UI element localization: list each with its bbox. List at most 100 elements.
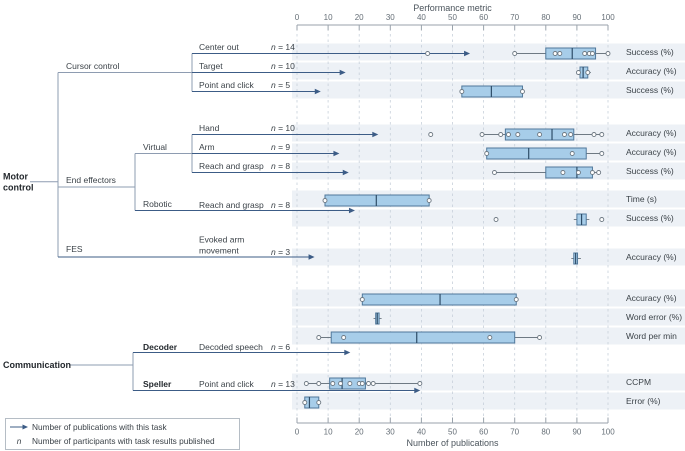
data-point bbox=[359, 381, 365, 386]
data-point bbox=[370, 381, 376, 386]
branch-label-end-effectors: End effectors bbox=[66, 174, 116, 185]
bottom-tick-label: 0 bbox=[295, 428, 300, 437]
bottom-tick-label: 70 bbox=[510, 428, 519, 437]
data-point bbox=[591, 132, 597, 137]
task-label: Arm bbox=[199, 141, 215, 152]
metric-label: Success (%) bbox=[626, 46, 674, 57]
top-tick-label: 20 bbox=[355, 13, 364, 22]
task-label: Point and click bbox=[199, 378, 254, 389]
publications-arrowhead bbox=[314, 88, 321, 95]
metric-label: Word per min bbox=[626, 330, 677, 341]
publications-arrowhead bbox=[308, 254, 315, 260]
box bbox=[324, 194, 430, 207]
box bbox=[461, 85, 523, 98]
branch-label-cursor-control: Cursor control bbox=[66, 60, 120, 71]
row-stripe bbox=[292, 392, 685, 410]
bottom-tick-label: 10 bbox=[324, 428, 333, 437]
n-label: n = 5 bbox=[271, 79, 291, 90]
metric-label: CCPM bbox=[626, 376, 652, 387]
publications-arrowhead bbox=[344, 349, 351, 356]
metric-label: Success (%) bbox=[626, 212, 674, 223]
bottom-tick-label: 20 bbox=[355, 428, 364, 437]
data-point bbox=[425, 51, 431, 56]
top-tick-label: 60 bbox=[479, 13, 488, 22]
task-label: Reach and grasp bbox=[199, 160, 264, 171]
bottom-tick-label: 100 bbox=[601, 428, 615, 437]
top-tick-label: 70 bbox=[510, 13, 519, 22]
data-point bbox=[428, 132, 434, 137]
top-tick-label: 80 bbox=[541, 13, 550, 22]
data-point bbox=[322, 198, 328, 203]
data-point bbox=[569, 151, 575, 156]
data-point bbox=[359, 297, 365, 302]
data-point bbox=[493, 217, 499, 222]
bottom-tick-label: 40 bbox=[417, 428, 426, 437]
top-axis-title: Performance metric bbox=[413, 3, 492, 13]
data-point bbox=[347, 381, 353, 386]
metric-label: Accuracy (%) bbox=[626, 127, 677, 138]
data-point bbox=[560, 170, 566, 175]
data-point bbox=[596, 170, 602, 175]
group-label-communication: Communication bbox=[3, 359, 72, 370]
publications-arrowhead bbox=[333, 150, 340, 157]
data-point bbox=[341, 335, 347, 340]
n-symbol: n bbox=[16, 435, 22, 446]
metric-label: Accuracy (%) bbox=[626, 292, 677, 303]
metric-label: Time (s) bbox=[626, 193, 657, 204]
data-point bbox=[484, 151, 490, 156]
data-point bbox=[568, 132, 574, 137]
branch-label-virtual: Virtual bbox=[143, 141, 167, 152]
data-point bbox=[585, 70, 591, 75]
task-label: Reach and grasp bbox=[199, 199, 264, 210]
n-label: n = 6 bbox=[271, 341, 291, 352]
branch-label-fes: FES bbox=[66, 243, 83, 254]
branch-label-decoder: Decoder bbox=[143, 341, 178, 352]
task-label: Evoked arm movement bbox=[199, 234, 245, 256]
data-point bbox=[426, 198, 432, 203]
data-point bbox=[562, 132, 567, 137]
metric-label: Accuracy (%) bbox=[626, 251, 677, 262]
publications-arrowhead bbox=[339, 69, 346, 76]
branch-label-speller: Speller bbox=[143, 378, 172, 389]
group-label-motor-control: Motor control bbox=[3, 171, 34, 193]
n-label: n = 10 bbox=[271, 60, 295, 71]
data-point bbox=[513, 297, 519, 302]
bottom-tick-label: 80 bbox=[541, 428, 550, 437]
data-point bbox=[506, 132, 511, 137]
branch-label-robotic: Robotic bbox=[143, 198, 172, 209]
data-point bbox=[590, 51, 595, 56]
metric-label: Word error (%) bbox=[626, 311, 683, 322]
data-point bbox=[417, 381, 423, 386]
legend-box: Number of publications with this task n … bbox=[5, 418, 240, 450]
bottom-tick-label: 60 bbox=[479, 428, 488, 437]
data-point bbox=[316, 335, 322, 340]
n-label: n = 14 bbox=[271, 41, 295, 52]
publications-arrowhead bbox=[464, 50, 471, 57]
bottom-tick-label: 50 bbox=[448, 428, 457, 437]
box bbox=[545, 166, 593, 179]
top-tick-label: 90 bbox=[572, 13, 581, 22]
data-point bbox=[537, 132, 543, 137]
data-point bbox=[479, 132, 485, 137]
top-tick-label: 50 bbox=[448, 13, 457, 22]
top-tick-label: 0 bbox=[295, 13, 300, 22]
data-point bbox=[330, 381, 336, 386]
metric-label: Accuracy (%) bbox=[626, 146, 677, 157]
n-label: n = 8 bbox=[271, 199, 291, 210]
publications-arrowhead bbox=[372, 131, 379, 138]
data-point bbox=[557, 51, 563, 56]
data-point bbox=[316, 381, 322, 386]
data-point bbox=[492, 170, 497, 175]
data-point bbox=[316, 400, 322, 405]
arrow-icon bbox=[6, 423, 32, 431]
n-label: n = 8 bbox=[271, 160, 291, 171]
box bbox=[361, 293, 517, 306]
task-label: Hand bbox=[199, 122, 220, 133]
box bbox=[545, 47, 597, 60]
n-label: n = 13 bbox=[271, 378, 295, 389]
metric-label: Accuracy (%) bbox=[626, 65, 677, 76]
data-point bbox=[366, 381, 371, 386]
bottom-axis-title: Number of publications bbox=[406, 438, 499, 448]
publications-arrowhead bbox=[414, 387, 421, 394]
